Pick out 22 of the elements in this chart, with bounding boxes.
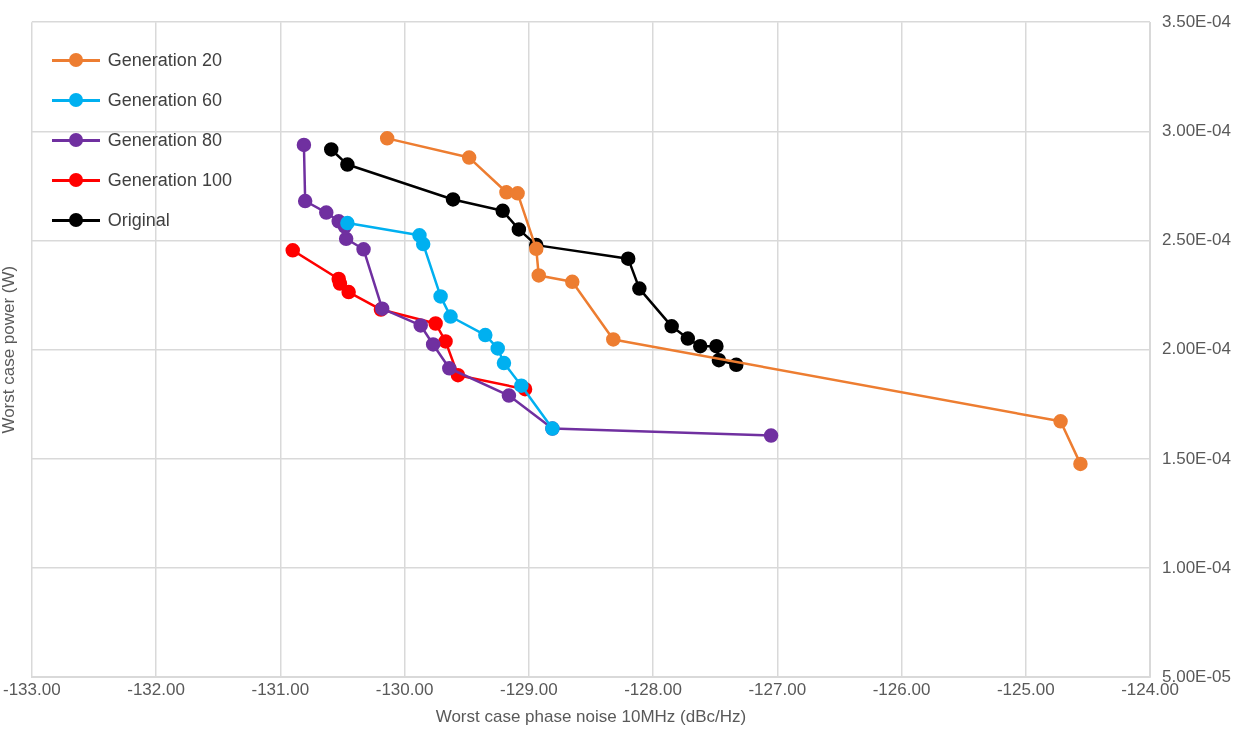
x-tick-label: -126.00 xyxy=(872,680,931,700)
legend-label: Generation 100 xyxy=(107,169,232,191)
x-tick-label: -132.00 xyxy=(127,680,185,700)
y-tick-label: 2.50E-04 xyxy=(1162,230,1231,250)
legend-label: Original xyxy=(107,209,170,231)
x-tick-label: -129.00 xyxy=(499,680,558,700)
x-tick-label: -127.00 xyxy=(748,680,807,700)
legend-label: Generation 60 xyxy=(107,89,222,111)
legend-label: Generation 80 xyxy=(107,129,222,151)
x-tick-label: -125.00 xyxy=(996,680,1055,700)
x-axis-title: Worst case phase noise 10MHz (dBc/Hz) xyxy=(435,707,747,727)
y-tick-label: 3.00E-04 xyxy=(1162,121,1231,141)
x-tick-label: -131.00 xyxy=(251,680,310,700)
y-tick-label: 3.50E-04 xyxy=(1162,11,1231,31)
y-tick-label: 1.00E-04 xyxy=(1162,557,1231,577)
y-axis-title: Worst case power (W) xyxy=(0,265,19,434)
x-tick-label: -133.00 xyxy=(2,680,61,700)
y-tick-label: 2.00E-04 xyxy=(1162,339,1231,359)
legend-label: Generation 20 xyxy=(107,49,222,71)
y-tick-label: 1.50E-04 xyxy=(1162,448,1231,468)
x-tick-label: -130.00 xyxy=(375,680,434,700)
x-tick-label: -128.00 xyxy=(624,680,682,700)
